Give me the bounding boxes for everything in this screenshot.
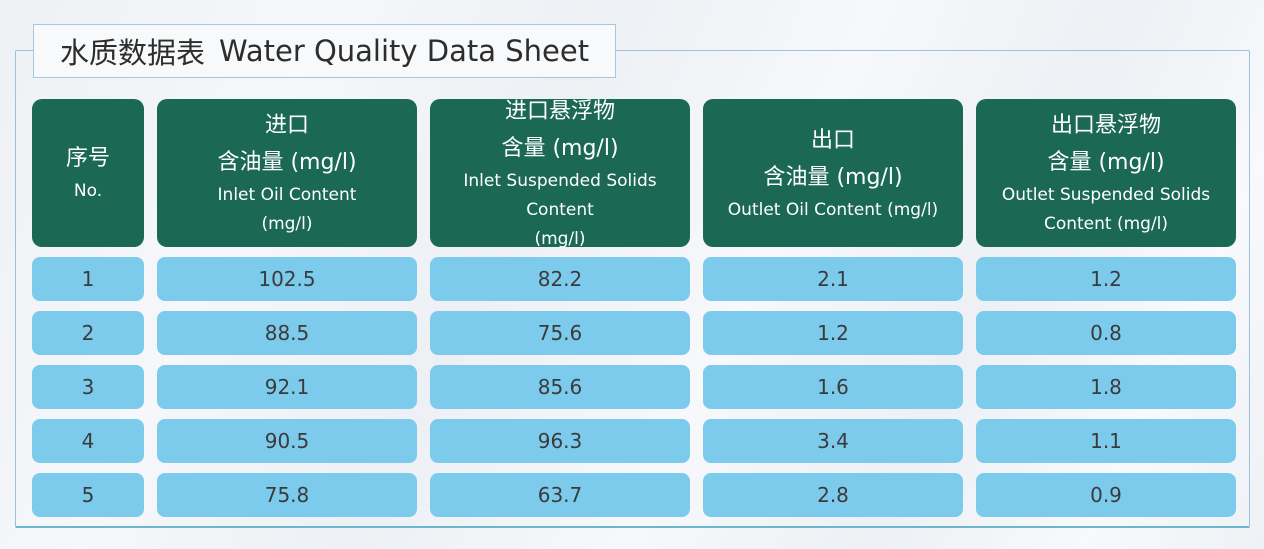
header-zh-label: 出口悬浮物 xyxy=(1050,113,1161,138)
table-cell-row1-outlet-ss: 1.2 xyxy=(976,257,1236,301)
table-cell-row4-no: 4 xyxy=(32,419,144,463)
table-cell-row4-outlet-oil: 3.4 xyxy=(703,419,963,463)
header-cell-outlet-suspended-solids: 出口悬浮物 含量 (mg/l) Outlet Suspended Solids … xyxy=(976,99,1236,247)
header-en-label: Content (mg/l) xyxy=(1043,214,1169,234)
header-en-label: (mg/l) xyxy=(261,214,313,234)
table-cell-row1-inlet-oil: 102.5 xyxy=(157,257,417,301)
table-cell-row3-inlet-oil: 92.1 xyxy=(157,365,417,409)
header-zh-label: 进口悬浮物 xyxy=(504,98,615,124)
header-cell-outlet-oil: 出口 含油量 (mg/l) Outlet Oil Content (mg/l) xyxy=(703,99,963,247)
table-cell-row3-no: 3 xyxy=(32,365,144,409)
table-cell-row5-no: 5 xyxy=(32,473,144,517)
table-cell-row3-outlet-ss: 1.8 xyxy=(976,365,1236,409)
table-cell-row5-outlet-ss: 0.9 xyxy=(976,473,1236,517)
data-sheet-panel: 水质数据表 Water Quality Data Sheet 序号 No. 进口… xyxy=(15,24,1250,528)
table-cell-row4-inlet-oil: 90.5 xyxy=(157,419,417,463)
table-cell-row1-inlet-ss: 82.2 xyxy=(430,257,690,301)
table-cell-row3-inlet-ss: 85.6 xyxy=(430,365,690,409)
header-zh-label: 含油量 (mg/l) xyxy=(763,164,903,190)
table-cell-row5-inlet-ss: 63.7 xyxy=(430,473,690,517)
table-cell-row1-no: 1 xyxy=(32,257,144,301)
header-zh-label: 序号 xyxy=(65,146,110,171)
table-cell-row5-outlet-oil: 2.8 xyxy=(703,473,963,517)
header-zh-label: 含量 (mg/l) xyxy=(501,135,619,161)
header-cell-inlet-oil: 进口 含油量 (mg/l) Inlet Oil Content (mg/l) xyxy=(157,99,417,247)
header-en-label: Inlet Suspended Solids Content xyxy=(463,170,657,220)
table-cell-row2-inlet-ss: 75.6 xyxy=(430,311,690,355)
water-quality-table: 序号 No. 进口 含油量 (mg/l) Inlet Oil Content (… xyxy=(32,99,1236,517)
page-title: 水质数据表 Water Quality Data Sheet xyxy=(33,24,617,78)
header-zh-label: 含油量 (mg/l) xyxy=(217,150,357,175)
table-cell-row4-outlet-ss: 1.1 xyxy=(976,419,1236,463)
header-zh-label: 出口 xyxy=(810,127,855,153)
table-cell-row5-inlet-oil: 75.8 xyxy=(157,473,417,517)
table-cell-row3-outlet-oil: 1.6 xyxy=(703,365,963,409)
header-cell-no: 序号 No. xyxy=(32,99,144,247)
header-zh-label: 含量 (mg/l) xyxy=(1047,150,1165,175)
table-cell-row2-no: 2 xyxy=(32,311,144,355)
table-cell-row2-outlet-oil: 1.2 xyxy=(703,311,963,355)
header-zh-label: 进口 xyxy=(264,113,309,138)
page-title-zh: 水质数据表 xyxy=(60,36,206,70)
header-en-label: Outlet Suspended Solids xyxy=(1001,185,1211,205)
table-cell-row2-inlet-oil: 88.5 xyxy=(157,311,417,355)
header-en-label: Inlet Oil Content xyxy=(217,185,357,205)
page-title-en: Water Quality Data Sheet xyxy=(219,34,590,68)
table-cell-row1-outlet-oil: 2.1 xyxy=(703,257,963,301)
header-en-label: No. xyxy=(73,181,103,201)
header-en-label: (mg/l) xyxy=(534,228,586,249)
header-en-label: Outlet Oil Content (mg/l) xyxy=(727,199,939,220)
table-cell-row4-inlet-ss: 96.3 xyxy=(430,419,690,463)
header-cell-inlet-suspended-solids: 进口悬浮物 含量 (mg/l) Inlet Suspended Solids C… xyxy=(430,99,690,249)
table-cell-row2-outlet-ss: 0.8 xyxy=(976,311,1236,355)
